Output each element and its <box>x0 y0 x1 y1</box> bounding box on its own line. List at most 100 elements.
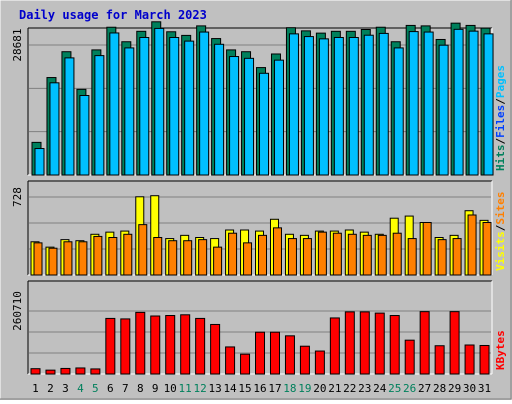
bar-kbytes <box>225 346 236 375</box>
x-tick-label: 21 <box>328 382 341 395</box>
bar-sites <box>183 240 193 276</box>
legend-item-hits: Hits <box>494 145 507 172</box>
x-tick-label: 25 <box>388 382 401 395</box>
bar-kbytes <box>359 311 370 375</box>
x-tick-label: 5 <box>92 382 99 395</box>
x-tick-label: 31 <box>478 382 491 395</box>
legend-item-kbytes: KBytes <box>494 330 507 370</box>
x-tick-label: 16 <box>253 382 266 395</box>
bar-pages <box>169 36 180 176</box>
bar-kbytes <box>329 317 340 375</box>
bar-sites <box>63 241 73 276</box>
bar-kbytes <box>90 368 101 375</box>
legend-separator: / <box>494 224 507 231</box>
x-tick-label: 6 <box>107 382 114 395</box>
bar-pages <box>109 32 120 176</box>
legend: KBytes <box>494 330 507 370</box>
bar-pages <box>139 36 150 176</box>
bar-kbytes <box>255 331 266 375</box>
x-tick-label: 22 <box>343 382 356 395</box>
bar-sites <box>213 246 223 276</box>
bar-pages <box>199 31 210 176</box>
bar-kbytes <box>45 369 56 375</box>
x-tick-label: 26 <box>403 382 416 395</box>
x-tick-label: 29 <box>448 382 461 395</box>
bar-pages <box>229 56 240 176</box>
bar-pages <box>79 95 90 176</box>
x-tick-label: 23 <box>358 382 371 395</box>
bar-kbytes <box>135 311 146 375</box>
bar-kbytes <box>404 339 415 375</box>
bar-pages <box>438 44 449 176</box>
bar-sites <box>377 234 387 276</box>
bar-sites <box>198 239 208 276</box>
bar-kbytes <box>210 323 221 375</box>
bar-sites <box>168 240 178 276</box>
bar-pages <box>408 31 419 176</box>
x-tick-label: 18 <box>283 382 296 395</box>
bar-pages <box>303 36 314 176</box>
x-tick-label: 10 <box>164 382 177 395</box>
x-tick-label: 11 <box>179 382 192 395</box>
bar-pages <box>94 55 105 176</box>
bar-sites <box>467 214 477 276</box>
bar-kbytes <box>284 335 295 375</box>
bar-sites <box>93 235 103 276</box>
bar-kbytes <box>269 331 280 375</box>
bar-sites <box>362 234 372 276</box>
bar-sites <box>422 222 432 276</box>
bar-sites <box>228 232 238 276</box>
y-tick-label: 260710 <box>11 291 24 331</box>
legend-separator: / <box>494 98 507 105</box>
bar-pages <box>348 36 359 176</box>
x-tick-label: 15 <box>238 382 251 395</box>
bar-sites <box>302 238 312 276</box>
bar-kbytes <box>434 345 445 375</box>
bar-kbytes <box>180 314 191 375</box>
bar-kbytes <box>464 344 475 375</box>
bar-sites <box>258 234 268 276</box>
legend: Visits/Sites <box>494 192 507 272</box>
bar-kbytes <box>165 315 176 375</box>
bar-kbytes <box>120 318 131 375</box>
legend-item-visits: Visits <box>494 231 507 271</box>
bar-kbytes <box>195 317 206 375</box>
bar-sites <box>287 238 297 276</box>
bar-kbytes <box>344 311 355 375</box>
bar-kbytes <box>374 312 385 375</box>
bar-pages <box>154 27 165 176</box>
bar-pages <box>244 57 255 176</box>
x-tick-label: 2 <box>47 382 54 395</box>
bar-pages <box>468 30 479 176</box>
bar-sites <box>243 242 253 276</box>
bar-sites <box>452 238 462 276</box>
bar-pages <box>259 72 270 176</box>
x-tick-label: 17 <box>268 382 281 395</box>
bar-kbytes <box>75 367 86 375</box>
bar-sites <box>332 232 342 276</box>
legend-separator: / <box>494 138 507 145</box>
x-tick-label: 20 <box>313 382 326 395</box>
x-tick-label: 28 <box>433 382 446 395</box>
bar-sites <box>437 239 447 276</box>
x-tick-label: 8 <box>137 382 144 395</box>
y-tick-label: 28681 <box>11 28 24 61</box>
x-tick-label: 30 <box>463 382 476 395</box>
legend-item-sites: Sites <box>494 192 507 225</box>
bar-sites <box>153 237 163 276</box>
bar-sites <box>392 232 402 276</box>
chart-title: Daily usage for March 2023 <box>19 8 207 22</box>
x-tick-label: 19 <box>298 382 311 395</box>
x-tick-label: 27 <box>418 382 431 395</box>
bar-pages <box>393 47 404 176</box>
x-tick-label: 14 <box>223 382 237 395</box>
bar-sites <box>347 233 357 276</box>
x-tick-label: 4 <box>77 382 84 395</box>
bar-pages <box>378 32 389 176</box>
x-tick-label: 13 <box>208 382 221 395</box>
bar-kbytes <box>449 311 460 375</box>
x-tick-label: 1 <box>32 382 39 395</box>
